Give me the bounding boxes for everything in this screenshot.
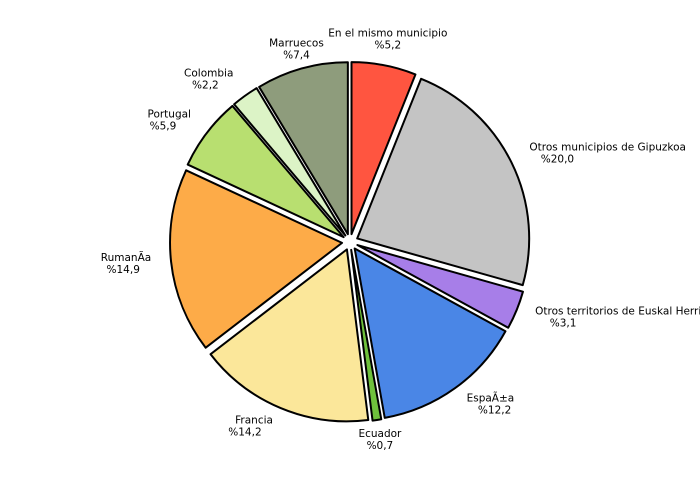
pie-slice-francia xyxy=(209,248,370,423)
slice-category-label: Colombia xyxy=(184,68,233,80)
pie-slice-marruecos xyxy=(258,61,349,236)
slice-label-espaa-a: EspaÃ±a %12,2 xyxy=(467,391,515,416)
slice-label-colombia: Colombia %2,2 xyxy=(184,68,233,92)
slice-value-label: %20,0 xyxy=(541,154,574,166)
slice-label-ecuador: Ecuador %0,7 xyxy=(358,428,402,452)
slice-category-label: Portugal xyxy=(147,109,191,121)
slice-category-label: EspaÃ±a xyxy=(467,391,515,404)
slice-value-label: %2,2 xyxy=(192,80,219,92)
slice-value-label: %3,1 xyxy=(550,318,577,330)
slice-value-label: %0,7 xyxy=(367,440,394,452)
slice-value-label: %7,4 xyxy=(283,49,310,61)
pie-slices xyxy=(169,61,531,423)
pie-slice-espaa-a xyxy=(353,247,507,419)
slice-label-rumana-a: RumanÃ­a %14,9 xyxy=(101,251,151,276)
slice-value-label: %12,2 xyxy=(478,404,511,416)
slice-label-otros-territorios-de-euskal-herria: Otros territorios de Euskal Herria %3,1 xyxy=(535,306,700,330)
slice-value-label: %14,9 xyxy=(107,264,140,276)
pie-slice-en-el-mismo-municipio xyxy=(350,61,417,236)
pie-slice-otros-territorios-de-euskal-herria xyxy=(356,244,524,329)
slice-category-label: Francia xyxy=(235,415,273,427)
slice-category-label: Marruecos xyxy=(269,37,324,49)
pie-slice-portugal xyxy=(186,104,345,239)
slice-label-marruecos: Marruecos %7,4 xyxy=(269,37,324,61)
slice-value-label: %5,9 xyxy=(150,121,177,133)
slice-category-label: Otros territorios de Euskal Herria xyxy=(535,306,700,318)
pie-slice-ecuador xyxy=(350,248,383,422)
slice-value-label: %14,2 xyxy=(228,427,261,439)
slice-label-en-el-mismo-municipio: En el mismo municipio %5,2 xyxy=(328,28,447,52)
pie-labels: En el mismo municipio %5,2 Otros municipio… xyxy=(101,28,700,452)
slice-value-label: %5,2 xyxy=(375,40,402,52)
pie-slice-otros-municipios-de-gipuzkoa xyxy=(356,77,531,287)
slice-category-label: Ecuador xyxy=(358,428,402,440)
slice-label-otros-municipios-de-gipuzkoa: Otros municipios de Gipuzkoa %20,0 xyxy=(529,142,686,166)
slice-label-portugal: Portugal %5,9 xyxy=(147,109,191,133)
pie-slice-rumana-a xyxy=(169,169,344,349)
slice-category-label: RumanÃ­a xyxy=(101,251,151,264)
slice-label-francia: Francia %14,2 xyxy=(228,415,273,439)
slice-category-label: Otros municipios de Gipuzkoa xyxy=(529,142,686,154)
pie-slice-colombia xyxy=(233,87,347,237)
slice-category-label: En el mismo municipio xyxy=(328,28,447,40)
